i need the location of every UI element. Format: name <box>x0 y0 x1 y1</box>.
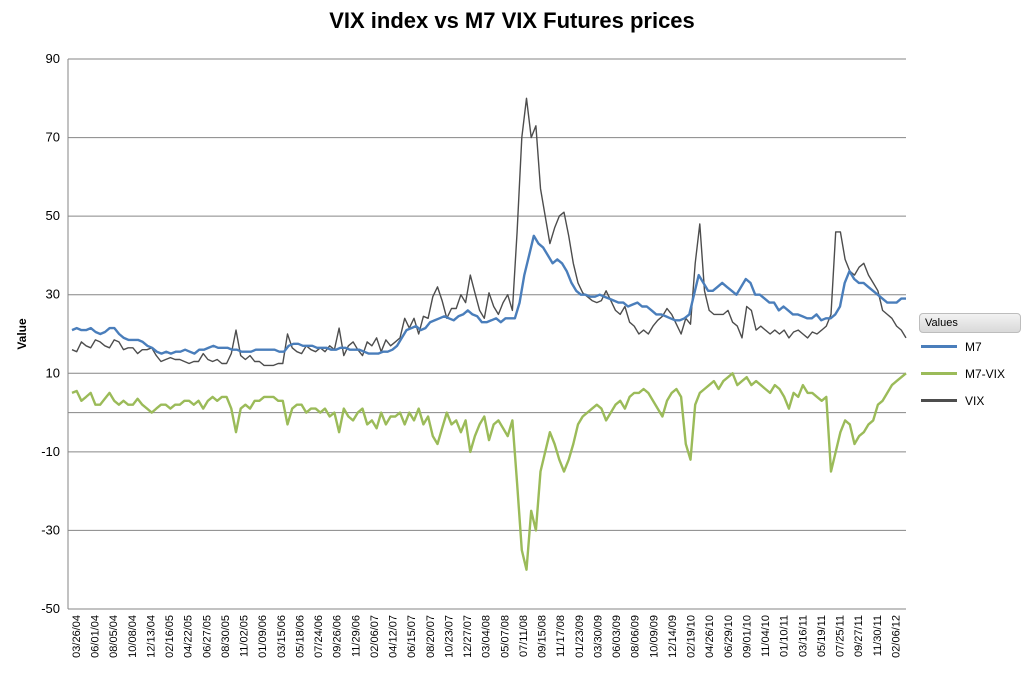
legend-label: M7 <box>965 339 982 354</box>
x-tick-label: 07/24/06 <box>313 615 325 658</box>
x-tick-label: 06/27/05 <box>201 615 213 658</box>
x-tick-label: 05/07/08 <box>499 615 511 658</box>
legend-title: Values <box>919 313 1021 333</box>
x-tick-label: 03/26/04 <box>71 615 83 658</box>
legend-label: VIX <box>965 393 985 408</box>
legend-item: VIX <box>919 387 1021 414</box>
x-tick-label: 11/29/06 <box>350 615 362 657</box>
legend-items: M7 M7-VIX VIX <box>919 333 1021 414</box>
x-tick-label: 07/11/08 <box>518 615 530 657</box>
x-tick-label: 06/29/10 <box>723 615 735 658</box>
x-tick-label: 01/09/06 <box>257 615 269 658</box>
x-tick-label: 11/17/08 <box>555 615 567 657</box>
y-tick-label: -10 <box>41 444 60 459</box>
x-tick-label: 09/01/10 <box>741 615 753 658</box>
x-tick-label: 02/06/07 <box>369 615 381 658</box>
x-tick-label: 05/19/11 <box>816 615 828 657</box>
x-tick-label: 02/19/10 <box>686 615 698 658</box>
x-tick-label: 03/04/08 <box>481 615 493 658</box>
x-tick-label: 08/20/07 <box>425 615 437 658</box>
y-tick-label: -30 <box>41 522 60 537</box>
x-tick-label: 08/30/05 <box>220 615 232 658</box>
x-tick-label: 08/06/09 <box>630 615 642 658</box>
x-tick-label: 10/23/07 <box>443 615 455 658</box>
y-axis-ticks: -50 -30 -10 10 30 50 70 90 <box>41 51 60 616</box>
legend-swatch <box>921 345 957 348</box>
y-tick-label: -50 <box>41 601 60 616</box>
chart-title: VIX index vs M7 VIX Futures prices <box>329 8 695 33</box>
x-tick-label: 11/04/10 <box>760 615 772 657</box>
x-tick-label: 12/13/04 <box>146 615 158 658</box>
x-tick-label: 09/15/08 <box>537 615 549 658</box>
legend: Values M7 M7-VIX VIX <box>919 313 1021 414</box>
y-tick-label: 70 <box>46 130 60 145</box>
series-line-vix <box>71 97 907 367</box>
y-tick-label: 30 <box>46 287 60 302</box>
x-tick-label: 04/26/10 <box>704 615 716 658</box>
x-tick-label: 05/18/06 <box>295 615 307 658</box>
x-tick-label: 02/16/05 <box>164 615 176 658</box>
series-line-m7 <box>71 234 906 355</box>
series-line-m7-vix <box>71 372 907 571</box>
x-tick-label: 04/12/07 <box>388 615 400 658</box>
x-axis-ticks: 03/26/04 06/01/04 08/05/04 10/08/04 12/13/04… <box>71 615 902 658</box>
x-tick-label: 01/10/11 <box>779 615 791 657</box>
x-tick-label: 03/30/09 <box>592 615 604 658</box>
legend-item: M7 <box>919 333 1021 360</box>
x-tick-label: 11/30/11 <box>872 615 884 656</box>
x-tick-label: 02/06/12 <box>890 615 902 658</box>
x-tick-label: 08/05/04 <box>108 615 120 658</box>
x-tick-label: 06/15/07 <box>406 615 418 658</box>
legend-item: M7-VIX <box>919 360 1021 387</box>
x-tick-label: 06/03/09 <box>611 615 623 658</box>
x-tick-label: 01/23/09 <box>574 615 586 658</box>
x-tick-label: 12/14/09 <box>667 615 679 658</box>
y-tick-label: 50 <box>46 208 60 223</box>
x-tick-label: 04/22/05 <box>183 615 195 658</box>
x-tick-label: 10/09/09 <box>648 615 660 658</box>
legend-label: M7-VIX <box>965 366 1006 381</box>
x-tick-label: 06/01/04 <box>90 615 102 658</box>
y-tick-label: 90 <box>46 51 60 66</box>
y-tick-label: 10 <box>46 365 60 380</box>
x-tick-label: 10/08/04 <box>127 615 139 658</box>
x-tick-label: 11/02/05 <box>239 615 251 657</box>
legend-swatch <box>921 372 957 375</box>
x-tick-label: 07/25/11 <box>835 615 847 657</box>
x-tick-label: 12/27/07 <box>462 615 474 658</box>
x-tick-label: 09/26/06 <box>332 615 344 658</box>
x-tick-label: 09/27/11 <box>853 615 865 657</box>
x-tick-label: 03/15/06 <box>276 615 288 658</box>
series-lines <box>71 97 907 571</box>
x-tick-label: 03/16/11 <box>797 615 809 657</box>
y-axis-label: Value <box>15 318 29 350</box>
legend-swatch <box>921 399 957 402</box>
